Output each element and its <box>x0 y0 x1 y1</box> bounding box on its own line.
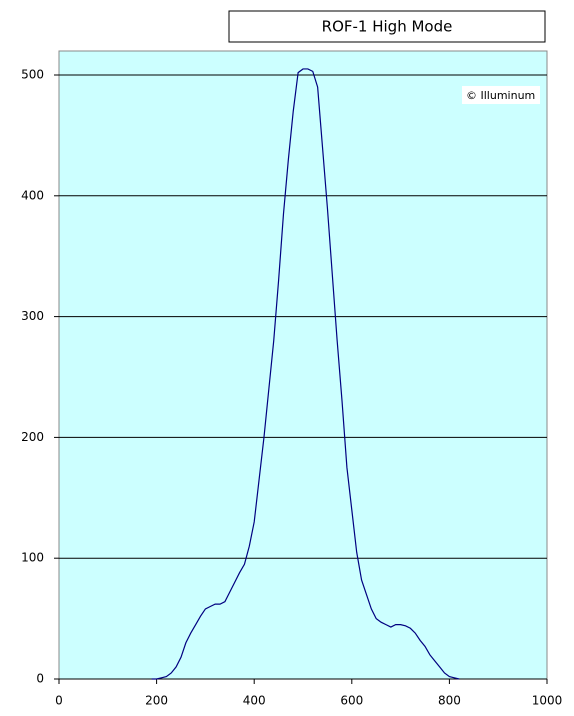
chart-title: ROF-1 High Mode <box>322 18 453 36</box>
annotation: © Illuminum <box>466 89 535 102</box>
x-tick-label: 0 <box>55 694 63 708</box>
y-tick-label: 500 <box>21 68 44 82</box>
title-box <box>228 10 546 43</box>
x-tick-label: 1000 <box>532 694 563 708</box>
y-tick-label: 100 <box>21 551 44 565</box>
y-tick-label: 300 <box>21 309 44 323</box>
x-tick-label: 800 <box>438 694 461 708</box>
plot-area <box>58 50 548 680</box>
y-tick-label: 400 <box>21 188 44 202</box>
y-tick-label: 0 <box>36 672 44 686</box>
annotation-box <box>462 86 540 104</box>
y-tick-label: 200 <box>21 430 44 444</box>
data-line <box>151 68 460 680</box>
x-tick-label: 400 <box>243 694 266 708</box>
x-tick-label: 600 <box>340 694 363 708</box>
x-tick-label: 200 <box>145 694 168 708</box>
